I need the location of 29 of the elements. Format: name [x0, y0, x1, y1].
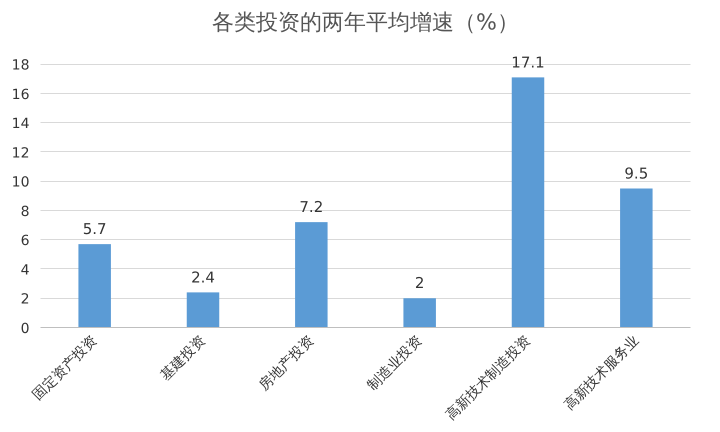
y-tick-label: 0	[20, 321, 30, 337]
y-tick-label: 16	[12, 86, 30, 103]
data-label: 5.7	[82, 220, 107, 238]
x-tick-label: 房地产投资	[256, 332, 317, 394]
x-tick-label: 高新技术制造投资	[443, 332, 534, 424]
data-label: 9.5	[624, 164, 648, 183]
y-tick-label: 8	[20, 204, 30, 220]
data-label: 2	[414, 274, 424, 292]
bar	[78, 244, 111, 328]
x-tick-label: 基建投资	[158, 332, 209, 384]
x-tick-label: 制造业投资	[364, 332, 426, 394]
data-label: 2.4	[191, 268, 215, 286]
y-tick-label: 12	[12, 145, 30, 162]
y-tick-label: 14	[12, 116, 30, 132]
bar	[403, 298, 436, 328]
y-tick-label: 2	[20, 292, 30, 308]
bar	[620, 188, 653, 328]
bar	[512, 77, 544, 328]
bar	[186, 292, 220, 328]
y-tick-label: 10	[12, 174, 30, 191]
x-tick-label: 高新技术服务业	[561, 332, 642, 414]
x-tick-label: 固定资产投资	[30, 332, 100, 404]
y-tick-label: 18	[12, 58, 30, 74]
data-label: 17.1	[511, 53, 545, 72]
bar	[295, 222, 328, 328]
chart-title: 各类投资的两年平均增速（%）	[212, 10, 519, 36]
y-tick-label: 6	[20, 233, 30, 250]
y-tick-label: 4	[20, 262, 30, 278]
data-label: 7.2	[299, 198, 324, 216]
